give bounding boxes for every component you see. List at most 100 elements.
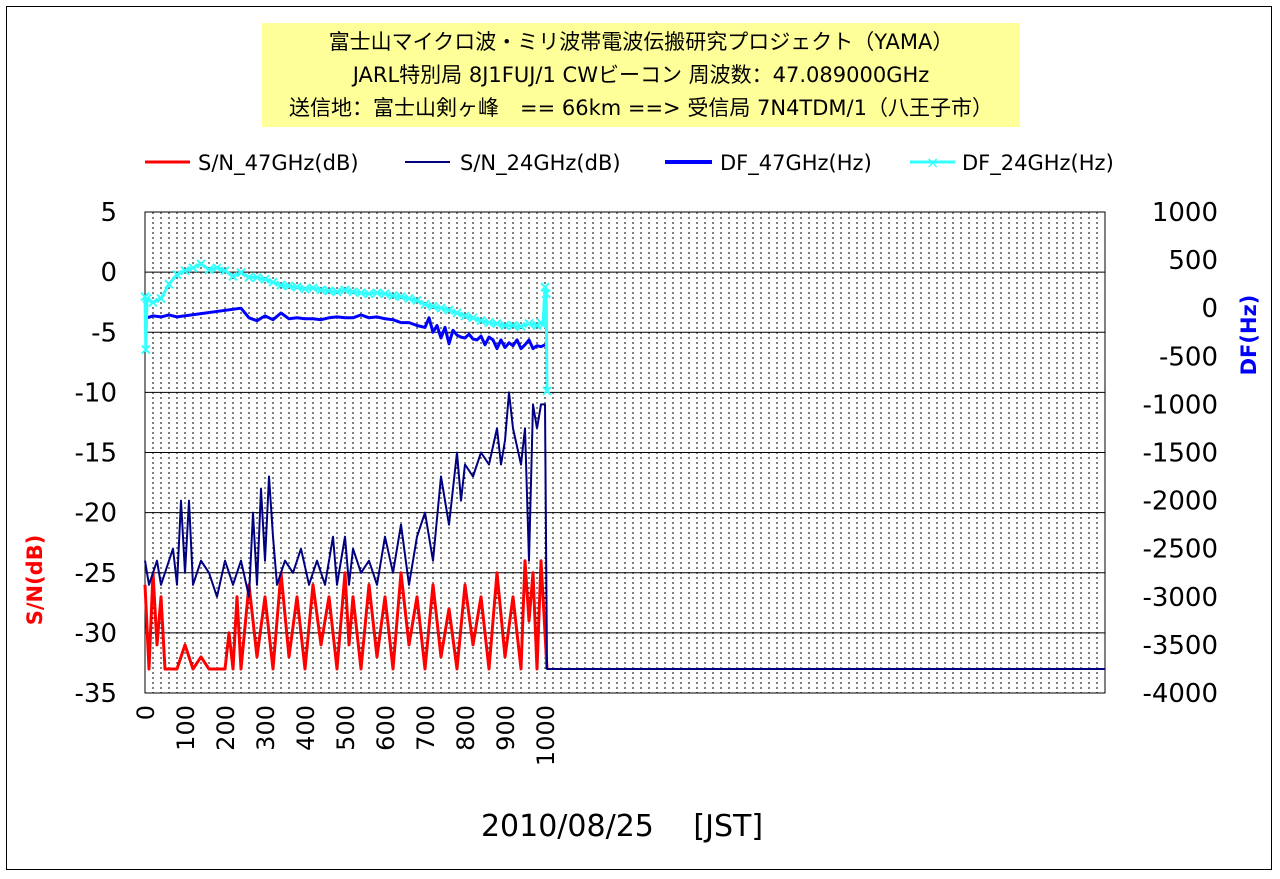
series-point-df24 [252, 272, 262, 283]
series-point-df24 [236, 267, 246, 278]
series-point-df24 [284, 281, 294, 291]
y-right-tick-label: -3000 [1142, 583, 1218, 613]
y-left-tick-label: -35 [75, 679, 117, 709]
y-right-tick-label: 500 [1168, 246, 1218, 276]
title-line-2: JARL特別局 8J1FUJ/1 CWビーコン 周波数：47.089000GHz [352, 63, 930, 87]
series-line-sn47 [143, 559, 549, 671]
series-point-df24 [324, 286, 334, 296]
series-point-df24 [484, 317, 494, 328]
y-right-tick-label: 0 [1201, 294, 1218, 324]
legend: S/N_47GHz(dB) S/N_24GHz(dB) DF_47GHz(Hz)… [145, 151, 1114, 176]
series-line-df47 [146, 306, 546, 351]
x-tick-label: 800 [452, 705, 480, 751]
series-point-df24 [388, 290, 398, 301]
series-layer [140, 259, 1105, 671]
series-point-df24 [212, 263, 222, 273]
series-point-df24 [268, 277, 278, 287]
y-left-tick-label: -25 [75, 559, 117, 589]
series-point-df24 [260, 274, 270, 285]
title-line-3: 送信地：富士山剣ヶ峰 == 66km ==> 受信局 7N4TDM/1（八王子市… [288, 96, 993, 120]
legend-marker-df24: × [926, 153, 939, 172]
y-left-tick-label: -30 [75, 619, 117, 649]
series-point-df24 [372, 288, 382, 298]
series-point-df24 [204, 265, 214, 275]
series-point-df24 [542, 386, 552, 396]
series-point-df24 [142, 293, 152, 304]
y-right-tick-label: -1500 [1142, 439, 1218, 469]
series-point-df24 [516, 321, 526, 332]
series-point-df24 [156, 293, 166, 304]
y-right-tick-label: -3500 [1142, 631, 1218, 661]
series-line-sn24 [144, 391, 1105, 670]
x-tick-label: 500 [332, 705, 360, 751]
series-point-df24 [141, 344, 151, 355]
series-point-df24 [172, 269, 182, 280]
y-left-tick-label: 0 [100, 258, 117, 288]
x-tick-label: 1000 [532, 705, 560, 766]
series-point-df24 [460, 311, 470, 321]
series-point-df24 [412, 295, 422, 306]
series-point-df24 [316, 285, 326, 295]
y-right-tick-label: -1000 [1142, 390, 1218, 420]
series-point-df24 [308, 283, 318, 293]
series-point-df24 [356, 288, 366, 298]
legend-label-df47: DF_47GHz(Hz) [720, 151, 872, 176]
x-tick-label: 200 [212, 705, 240, 751]
series-point-df24 [420, 299, 430, 310]
title-line-1: 富士山マイクロ波・ミリ波帯電波伝搬研究プロジェクト（YAMA） [328, 30, 954, 54]
series-point-df24 [164, 279, 174, 289]
series-point-df24 [538, 319, 548, 330]
series-point-df24 [500, 320, 510, 331]
series-point-df24 [380, 289, 390, 299]
tick-labels: 50-5-10-15-20-25-30-3510005000-500-1000-… [75, 198, 1218, 766]
series-point-df24 [404, 293, 414, 304]
x-tick-label: 300 [252, 705, 280, 751]
series-point-df24 [276, 280, 286, 290]
legend-label-sn47: S/N_47GHz(dB) [198, 151, 359, 176]
y-right-tick-label: 1000 [1152, 198, 1218, 228]
series-point-df24 [148, 297, 158, 308]
chart-title: 富士山マイクロ波・ミリ波帯電波伝搬研究プロジェクト（YAMA） JARL特別局 … [262, 23, 1020, 127]
series-point-df24 [396, 291, 406, 302]
y-axis-left-label: S/N(dB) [23, 535, 47, 626]
x-tick-label: 700 [412, 705, 440, 751]
y-left-tick-label: -5 [91, 318, 117, 348]
y-axis-right-label: DF(Hz) [1237, 295, 1261, 376]
x-tick-label: 0 [132, 705, 160, 720]
series-point-df24 [541, 289, 551, 299]
series-point-df24 [428, 301, 438, 311]
series-point-df24 [476, 315, 486, 326]
series-point-df24 [220, 265, 230, 276]
y-right-tick-label: -2500 [1142, 535, 1218, 565]
series-point-df24 [364, 289, 374, 299]
x-axis-label: 2010/08/25 [JST] [481, 809, 763, 844]
series-point-df24 [452, 308, 462, 318]
legend-label-sn24: S/N_24GHz(dB) [460, 151, 621, 176]
series-point-df24 [188, 263, 198, 273]
series-point-df24 [228, 271, 238, 282]
x-tick-label: 400 [292, 705, 320, 751]
x-tick-label: 100 [172, 705, 200, 751]
series-point-df24 [180, 265, 190, 276]
series-point-df24 [332, 287, 342, 297]
series-point-df24 [508, 320, 518, 331]
series-point-df24 [196, 259, 206, 269]
series-point-df24 [492, 318, 502, 329]
series-point-df24 [436, 303, 446, 313]
series-point-df24 [524, 318, 534, 329]
series-point-df24 [348, 287, 358, 297]
legend-label-df24: DF_24GHz(Hz) [962, 151, 1114, 176]
series-point-df24 [340, 285, 350, 295]
series-point-df24 [244, 272, 254, 283]
y-right-tick-label: -500 [1159, 342, 1218, 372]
y-left-tick-label: 5 [100, 198, 117, 228]
x-tick-label: 600 [372, 705, 400, 751]
plot-border [144, 211, 1106, 694]
y-right-tick-label: -2000 [1142, 487, 1218, 517]
series-point-df24 [292, 282, 302, 292]
series-point-df24 [300, 284, 310, 294]
series-point-df24 [444, 305, 454, 315]
series-point-df24 [468, 313, 478, 323]
y-left-tick-label: -20 [75, 499, 117, 529]
